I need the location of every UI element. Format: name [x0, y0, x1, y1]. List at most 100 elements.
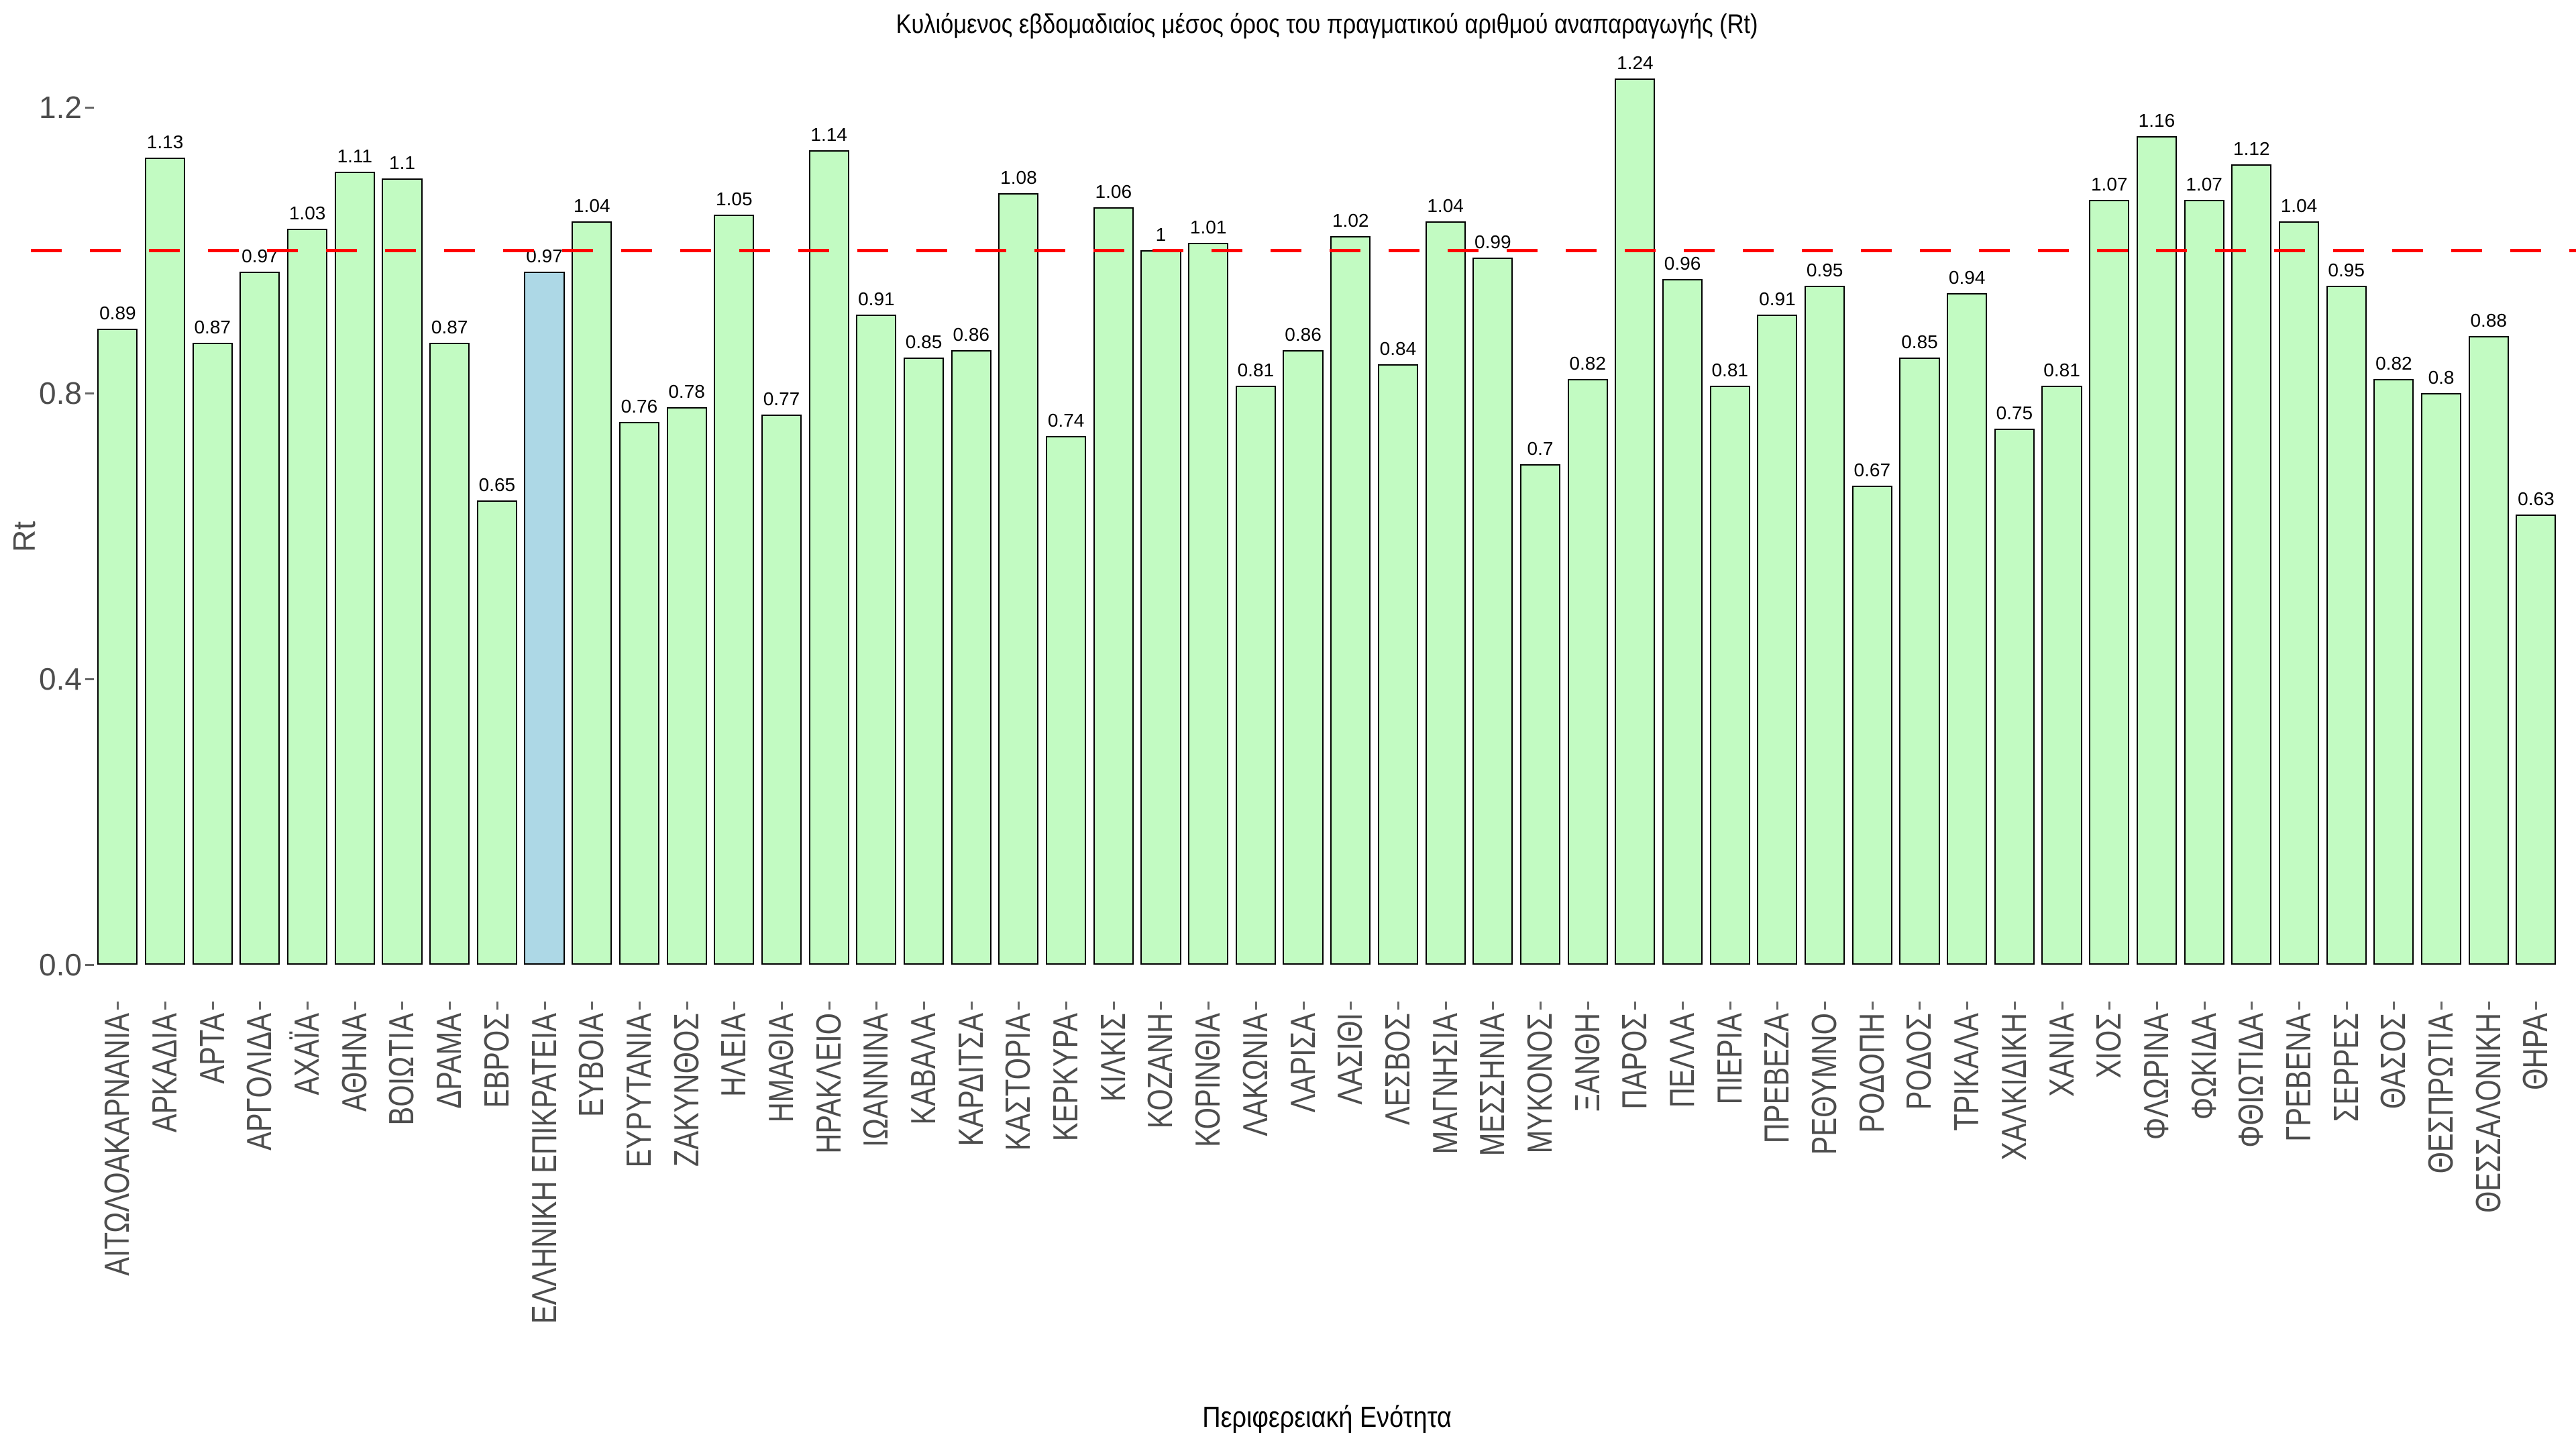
bar: [2136, 136, 2177, 965]
bar: [714, 215, 755, 965]
bar-slot: 0.8: [2418, 39, 2465, 965]
bar: [2326, 286, 2367, 965]
bar-slot: 0.87: [189, 39, 236, 965]
x-tick-label: ΑΡΓΟΛΙΔΑ: [240, 1013, 280, 1150]
bar-slot: 0.95: [1801, 39, 1849, 965]
bar-value-label: 0.65: [478, 474, 516, 495]
x-tick-mark: [1871, 1002, 1874, 1010]
x-tick-label: ΡΟΔΟΠΗ: [1852, 1013, 1892, 1133]
bar-slot: 1.14: [805, 39, 853, 965]
x-tick-label: ΠΕΛΛΑ: [1663, 1013, 1703, 1108]
bar: [1140, 250, 1181, 965]
bar: [1709, 386, 1750, 965]
x-tick-label: ΑΡΚΑΔΙΑ: [146, 1013, 185, 1133]
x-tick-mark: [2203, 1002, 2206, 1010]
y-tick-mark: [85, 107, 94, 109]
bar: [2468, 336, 2509, 965]
x-tick-mark: [2108, 1002, 2111, 1010]
x-tick-cell: ΡΕΘΥΜΝΟ: [1801, 1002, 1849, 1417]
x-tick-mark: [496, 1002, 498, 1010]
x-tick-label: ΓΡΕΒΕΝΑ: [2279, 1013, 2318, 1142]
bar-value-label: 1.04: [573, 195, 610, 216]
bar-value-label: 1.14: [810, 124, 847, 145]
bar-value-label: 0.96: [1664, 253, 1701, 274]
x-tick-cell: ΑΡΓΟΛΙΔΑ: [236, 1002, 284, 1417]
x-tick-label: ΗΡΑΚΛΕΙΟ: [809, 1013, 849, 1154]
x-tick-mark: [2535, 1002, 2538, 1010]
bar-value-label: 0.75: [1996, 402, 2033, 423]
bar-value-label: 0.86: [1285, 324, 1322, 345]
bar-slot: 1.07: [2180, 39, 2228, 965]
x-tick-mark: [1492, 1002, 1495, 1010]
x-tick-mark: [1397, 1002, 1399, 1010]
x-tick-mark: [1966, 1002, 1969, 1010]
x-tick-mark: [164, 1002, 167, 1010]
x-tick-cell: ΚΑΡΔΙΤΣΑ: [947, 1002, 995, 1417]
x-tick-mark: [970, 1002, 973, 1010]
x-tick-cell: ΠΙΕΡΙΑ: [1706, 1002, 1754, 1417]
bar: [2089, 200, 2130, 965]
bar: [761, 415, 802, 965]
y-tick-mark: [85, 678, 94, 680]
bar-value-label: 0.91: [858, 288, 895, 309]
x-tick-label: ΦΩΚΙΔΑ: [2184, 1013, 2224, 1120]
x-tick-cell: ΡΟΔΟΣ: [1896, 1002, 1943, 1417]
x-tick-cell: ΗΜΑΘΙΑ: [758, 1002, 806, 1417]
bar-slot: 1.06: [1089, 39, 1137, 965]
bar-slot: 0.91: [1754, 39, 1801, 965]
plot-area: 0.89 1.13 0.87 0.97 1.03 1.11 1.1 0.87 0.65 0.97 1…: [94, 39, 2560, 965]
bar: [476, 500, 517, 965]
x-tick-label: ΠΡΕΒΕΖΑ: [1758, 1013, 1797, 1144]
bar-slot: 0.7: [1517, 39, 1564, 965]
bar-slot: 1.04: [1421, 39, 1469, 965]
x-tick-cell: ΣΕΡΡΕΣ: [2322, 1002, 2370, 1417]
bar: [1805, 286, 1845, 965]
x-tick-cell: ΓΡΕΒΕΝΑ: [2275, 1002, 2323, 1417]
x-tick-label: ΕΛΛΗΝΙΚΗ ΕΠΙΚΡΑΤΕΙΑ: [525, 1013, 564, 1324]
x-tick-cell: ΠΑΡΟΣ: [1611, 1002, 1659, 1417]
bar-slot: 0.75: [1991, 39, 2039, 965]
x-tick-mark: [2487, 1002, 2490, 1010]
bar-value-label: 0.76: [621, 396, 658, 417]
bar-slot: 0.76: [616, 39, 663, 965]
bar-value-label: 1.06: [1095, 181, 1132, 202]
x-axis-title: Περιφερειακή Ενότητα: [1202, 1401, 1452, 1434]
x-tick-cell: ΦΩΚΙΔΑ: [2180, 1002, 2228, 1417]
x-tick-cell: ΗΡΑΚΛΕΙΟ: [805, 1002, 853, 1417]
x-tick-cell: ΚΙΛΚΙΣ: [1089, 1002, 1137, 1417]
bar-value-label: 1.12: [2233, 138, 2270, 159]
x-tick-mark: [1824, 1002, 1827, 1010]
bar: [2231, 164, 2272, 965]
bar-slot: 0.82: [2370, 39, 2418, 965]
bar: [1567, 379, 1608, 965]
x-tick-label: ΣΕΡΡΕΣ: [2326, 1013, 2366, 1122]
x-tick-label: ΡΕΘΥΜΝΟ: [1805, 1013, 1845, 1155]
y-axis-title: Rt: [7, 521, 42, 552]
x-tick-cell: ΔΡΑΜΑ: [426, 1002, 474, 1417]
bar-value-label: 1.24: [1617, 52, 1654, 73]
x-tick-label: ΚΑΣΤΟΡΙΑ: [999, 1013, 1038, 1151]
bar-slot: 0.65: [474, 39, 521, 965]
bar-value-label: 0.81: [1711, 360, 1748, 380]
bar: [2041, 386, 2082, 965]
x-tick-mark: [307, 1002, 309, 1010]
bar-slot: 0.86: [1279, 39, 1327, 965]
x-tick-label: ΗΜΑΘΙΑ: [761, 1013, 801, 1123]
x-tick-cell: ΘΕΣΣΑΛΟΝΙΚΗ: [2465, 1002, 2512, 1417]
bar: [239, 272, 280, 965]
bar-slot: 0.84: [1375, 39, 1422, 965]
x-tick-cell: ΚΑΣΤΟΡΙΑ: [995, 1002, 1042, 1417]
bar-slot: 0.94: [1943, 39, 1991, 965]
bar-slot: 0.86: [947, 39, 995, 965]
x-tick-cell: ΜΑΓΝΗΣΙΑ: [1421, 1002, 1469, 1417]
bar: [1235, 386, 1276, 965]
bar-value-label: 1.11: [337, 146, 372, 166]
bar: [1472, 258, 1513, 965]
bar: [951, 350, 991, 965]
reference-line-rt-1: [31, 249, 2576, 252]
bar-value-label: 1.02: [1332, 210, 1369, 231]
bar-value-label: 0.87: [431, 317, 468, 337]
bar-slot: 0.97: [521, 39, 568, 965]
bar: [1757, 315, 1798, 965]
bar: [144, 158, 186, 965]
